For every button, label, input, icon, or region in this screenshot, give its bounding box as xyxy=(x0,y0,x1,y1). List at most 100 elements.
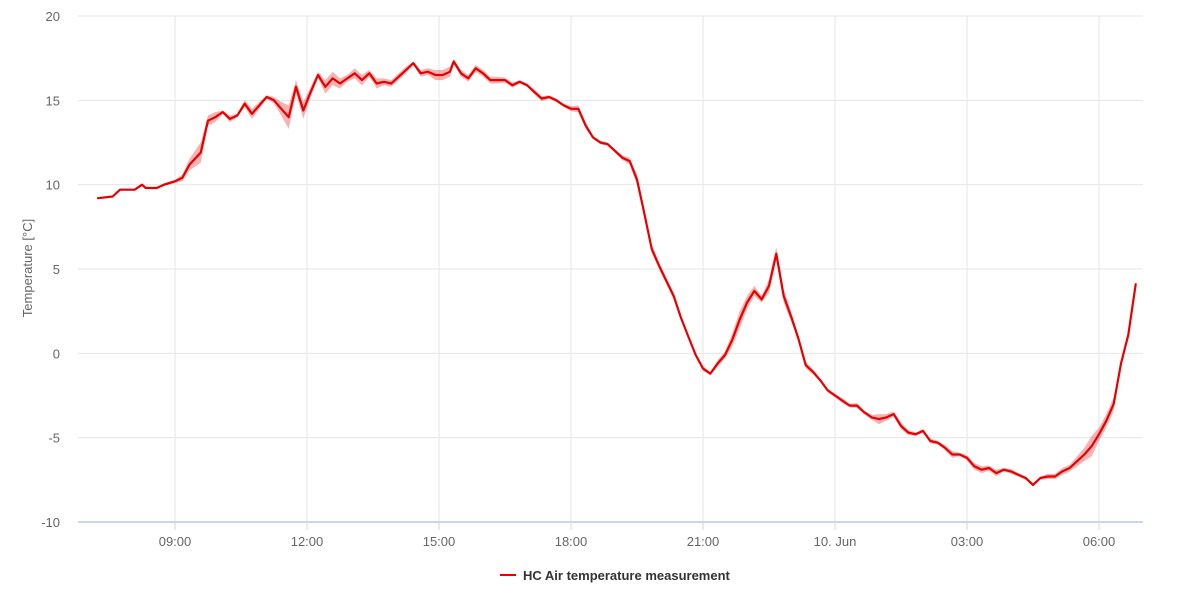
data-point[interactable] xyxy=(561,102,567,108)
data-point[interactable] xyxy=(707,371,713,377)
data-point[interactable] xyxy=(300,108,306,114)
data-point[interactable] xyxy=(1103,418,1109,424)
data-point[interactable] xyxy=(264,94,270,100)
data-point[interactable] xyxy=(979,467,985,473)
data-point[interactable] xyxy=(583,123,589,129)
data-point[interactable] xyxy=(935,440,941,446)
data-point[interactable] xyxy=(1052,474,1058,480)
data-point[interactable] xyxy=(759,296,765,302)
data-point[interactable] xyxy=(473,65,479,71)
data-point[interactable] xyxy=(744,300,750,306)
data-point[interactable] xyxy=(524,82,530,88)
series-line[interactable] xyxy=(96,60,1137,486)
data-point[interactable] xyxy=(751,288,757,294)
data-point[interactable] xyxy=(179,175,185,181)
data-point[interactable] xyxy=(388,81,394,87)
data-point[interactable] xyxy=(685,334,691,340)
data-point[interactable] xyxy=(315,72,321,78)
data-point[interactable] xyxy=(641,210,647,216)
data-point[interactable] xyxy=(1037,475,1043,481)
data-point[interactable] xyxy=(242,101,248,107)
data-point[interactable] xyxy=(458,70,464,76)
data-point[interactable] xyxy=(737,317,743,323)
data-point[interactable] xyxy=(605,141,611,147)
data-point[interactable] xyxy=(766,283,772,289)
data-point[interactable] xyxy=(198,150,204,156)
data-point[interactable] xyxy=(1096,431,1102,437)
data-point[interactable] xyxy=(898,423,904,429)
data-point[interactable] xyxy=(546,94,552,100)
data-point[interactable] xyxy=(359,77,365,83)
data-point[interactable] xyxy=(619,155,625,161)
data-point[interactable] xyxy=(517,79,523,85)
data-point[interactable] xyxy=(432,72,438,78)
data-point[interactable] xyxy=(656,263,662,269)
data-point[interactable] xyxy=(1089,443,1095,449)
data-point[interactable] xyxy=(832,393,838,399)
data-point[interactable] xyxy=(634,177,640,183)
data-point[interactable] xyxy=(1133,281,1139,287)
data-point[interactable] xyxy=(839,398,845,404)
data-point[interactable] xyxy=(278,106,284,112)
data-point[interactable] xyxy=(308,89,314,95)
data-point[interactable] xyxy=(803,362,809,368)
data-point[interactable] xyxy=(286,114,292,120)
data-point[interactable] xyxy=(154,185,160,191)
data-point[interactable] xyxy=(132,187,138,193)
data-point[interactable] xyxy=(678,315,684,321)
data-point[interactable] xyxy=(403,67,409,73)
data-point[interactable] xyxy=(447,69,453,75)
data-point[interactable] xyxy=(957,452,963,458)
data-point[interactable] xyxy=(1074,458,1080,464)
data-point[interactable] xyxy=(883,414,889,420)
data-point[interactable] xyxy=(773,251,779,257)
data-point[interactable] xyxy=(509,82,515,88)
data-point[interactable] xyxy=(451,59,457,65)
data-point[interactable] xyxy=(161,182,167,188)
data-point[interactable] xyxy=(722,352,728,358)
data-point[interactable] xyxy=(795,335,801,341)
data-point[interactable] xyxy=(330,75,336,81)
data-point[interactable] xyxy=(693,352,699,358)
data-point[interactable] xyxy=(487,77,493,83)
data-point[interactable] xyxy=(502,77,508,83)
data-point[interactable] xyxy=(110,194,116,200)
data-point[interactable] xyxy=(249,111,255,117)
data-point[interactable] xyxy=(869,414,875,420)
data-point[interactable] xyxy=(440,72,446,78)
data-point[interactable] xyxy=(825,387,831,393)
data-point[interactable] xyxy=(847,403,853,409)
data-point[interactable] xyxy=(920,428,926,434)
data-point[interactable] xyxy=(971,463,977,469)
data-point[interactable] xyxy=(396,74,402,80)
data-point[interactable] xyxy=(993,470,999,476)
data-point[interactable] xyxy=(597,140,603,146)
data-point[interactable] xyxy=(495,77,501,83)
data-point[interactable] xyxy=(1125,332,1131,338)
data-point[interactable] xyxy=(410,60,416,66)
data-point[interactable] xyxy=(715,361,721,367)
data-point[interactable] xyxy=(905,430,911,436)
data-point[interactable] xyxy=(1059,468,1065,474)
data-point[interactable] xyxy=(212,114,218,120)
data-point[interactable] xyxy=(531,89,537,95)
data-point[interactable] xyxy=(234,113,240,119)
data-point[interactable] xyxy=(817,377,823,383)
data-point[interactable] xyxy=(1081,452,1087,458)
data-point[interactable] xyxy=(1045,474,1051,480)
data-point[interactable] xyxy=(95,195,101,201)
data-point[interactable] xyxy=(256,102,262,108)
data-point[interactable] xyxy=(539,96,545,102)
data-point[interactable] xyxy=(1111,401,1117,407)
data-point[interactable] xyxy=(366,70,372,76)
data-point[interactable] xyxy=(172,178,178,184)
data-point[interactable] xyxy=(949,452,955,458)
data-point[interactable] xyxy=(322,84,328,90)
data-point[interactable] xyxy=(1001,467,1007,473)
data-point[interactable] xyxy=(344,75,350,81)
data-point[interactable] xyxy=(627,158,633,164)
data-point[interactable] xyxy=(986,465,992,471)
data-point[interactable] xyxy=(418,70,424,76)
data-point[interactable] xyxy=(788,313,794,319)
data-point[interactable] xyxy=(913,431,919,437)
